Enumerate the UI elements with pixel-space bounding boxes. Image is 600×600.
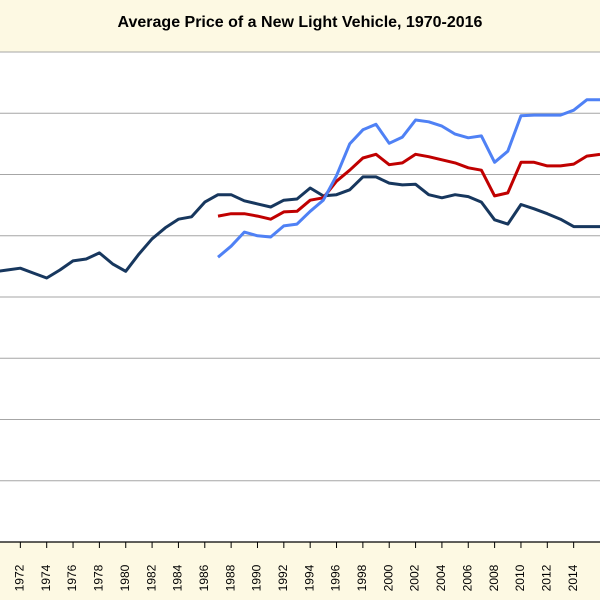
series-line <box>0 175 600 280</box>
x-tick-label: 2004 <box>434 564 448 591</box>
x-tick-label: 2002 <box>408 564 422 591</box>
chart-title: Average Price of a New Light Vehicle, 19… <box>118 14 483 31</box>
x-tick-label: 1986 <box>197 564 211 591</box>
x-tick-label: 1978 <box>92 564 106 591</box>
x-tick-label: 1984 <box>171 564 185 591</box>
x-tick-label: 2010 <box>513 564 527 591</box>
x-tick-label: 1998 <box>355 564 369 591</box>
x-tick-label: 2006 <box>460 564 474 591</box>
series-line <box>217 98 600 259</box>
x-tick-label: 1990 <box>250 564 264 591</box>
x-tick-label: 1974 <box>39 564 53 591</box>
x-tick-label: 1988 <box>223 564 237 591</box>
x-tick-label: 2014 <box>566 564 580 591</box>
x-tick-label: 1976 <box>65 564 79 591</box>
x-tick-label: 1996 <box>329 564 343 591</box>
x-tick-label: 1982 <box>144 564 158 591</box>
x-tick-label: 2008 <box>487 564 501 591</box>
x-tick-label: 1992 <box>276 564 290 591</box>
x-tick-label: 1994 <box>302 564 316 591</box>
x-tick-label: 1980 <box>118 564 132 591</box>
series-line <box>217 152 600 221</box>
x-tick-label: 1972 <box>13 564 27 591</box>
x-tick-label: 2000 <box>381 564 395 591</box>
x-tick-label: 2012 <box>539 564 553 591</box>
